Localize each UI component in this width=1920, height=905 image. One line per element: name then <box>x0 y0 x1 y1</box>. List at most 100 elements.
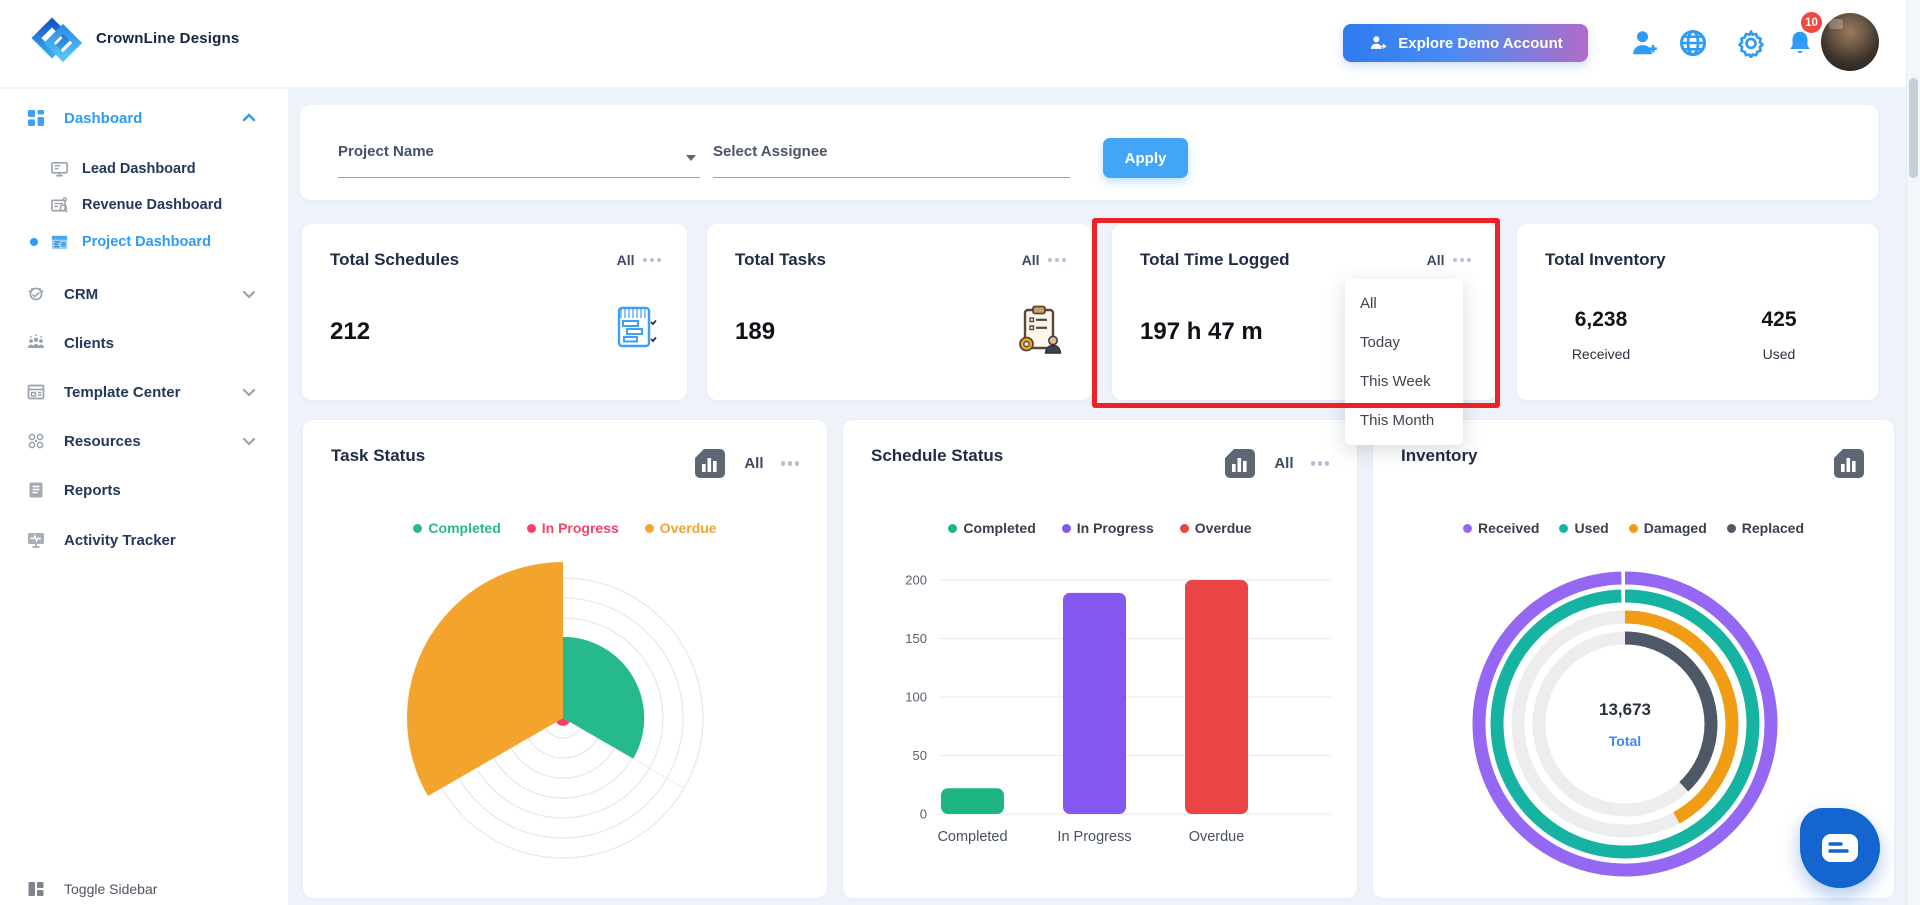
svg-text:Completed: Completed <box>937 829 1007 845</box>
svg-text:50: 50 <box>913 748 927 763</box>
toggle-sidebar-label: Toggle Sidebar <box>64 881 157 897</box>
sidebar-item-label: Resources <box>64 433 141 450</box>
legend-label[interactable]: In Progress <box>1077 520 1154 536</box>
sidebar-item-label: Dashboard <box>64 110 142 127</box>
schedule-status-bar-chart: 050100150200CompletedIn ProgressOverdue <box>843 538 1357 878</box>
legend-dot <box>413 524 422 533</box>
received-value: 6,238 <box>1541 308 1661 332</box>
explore-demo-account-button[interactable]: Explore Demo Account <box>1343 24 1588 62</box>
filter-value[interactable]: All <box>1274 455 1293 472</box>
sidebar-item-project-dashboard[interactable]: Project Dashboard <box>0 224 288 260</box>
time-logged-filter-menu[interactable]: All <box>1427 252 1471 268</box>
card-title: Total Inventory <box>1545 250 1666 270</box>
svg-text:200: 200 <box>905 573 927 588</box>
legend-label[interactable]: Completed <box>428 520 500 536</box>
sidebar-item-activity-tracker[interactable]: Activity Tracker <box>0 522 288 558</box>
demo-user-icon <box>1368 33 1388 53</box>
globe-icon[interactable] <box>1678 28 1708 58</box>
active-bullet <box>30 238 38 246</box>
dropdown-option-all[interactable]: All <box>1345 284 1463 323</box>
svg-text:100: 100 <box>905 690 927 705</box>
app-root: CrownLine Designs Explore Demo Account <box>0 0 1920 905</box>
sidebar-item-label: Template Center <box>64 384 180 401</box>
more-options-icon <box>1453 258 1472 263</box>
reports-document-icon <box>26 480 46 500</box>
toggle-sidebar-icon <box>26 879 46 899</box>
filter-value[interactable]: All <box>744 455 763 472</box>
inventory-total-label: Total <box>1525 733 1725 749</box>
total-tasks-card: Total Tasks All 189 <box>707 224 1092 400</box>
schedules-value: 212 <box>330 318 370 346</box>
legend-dot <box>645 524 654 533</box>
dropdown-option-this-month[interactable]: This Month <box>1345 401 1463 440</box>
legend-label[interactable]: Overdue <box>660 520 717 536</box>
legend-label[interactable]: Completed <box>963 520 1035 536</box>
brand-name: CrownLine Designs <box>96 30 239 47</box>
task-status-polar-chart <box>303 538 827 894</box>
schedule-status-card: Schedule Status All Completed In Progres… <box>843 420 1357 898</box>
filter-value: All <box>1022 252 1040 268</box>
field-underline <box>713 177 1070 178</box>
sidebar-item-reports[interactable]: Reports <box>0 472 288 508</box>
sidebar-item-dashboard[interactable]: Dashboard <box>0 100 288 136</box>
chat-launcher-button[interactable] <box>1800 808 1880 888</box>
inventory-total: 13,673 Total <box>1525 700 1725 749</box>
field-underline <box>338 177 700 178</box>
tasks-value: 189 <box>735 318 775 346</box>
toggle-sidebar-button[interactable]: Toggle Sidebar <box>0 871 288 905</box>
legend-label[interactable]: In Progress <box>542 520 619 536</box>
inventory-received-metric: 6,238 Received <box>1541 308 1661 362</box>
tasks-clipboard-icon <box>1016 304 1064 354</box>
user-avatar[interactable] <box>1821 13 1879 71</box>
activity-tracker-icon <box>26 530 46 550</box>
legend-dot <box>1180 524 1189 533</box>
sidebar-item-template-center[interactable]: Template Center <box>0 374 288 410</box>
sidebar-item-resources[interactable]: Resources <box>0 423 288 459</box>
svg-text:0: 0 <box>920 807 927 822</box>
main-content: Project Name Select Assignee Apply Total… <box>288 88 1906 905</box>
select-assignee-input[interactable]: Select Assignee <box>713 143 1070 161</box>
tasks-filter-menu[interactable]: All <box>1022 252 1066 268</box>
scrollbar-thumb[interactable] <box>1909 78 1918 178</box>
total-schedules-card: Total Schedules All 212 <box>302 224 687 400</box>
svg-text:Overdue: Overdue <box>1189 829 1245 845</box>
svg-text:150: 150 <box>905 631 927 646</box>
sidebar-item-label: Project Dashboard <box>82 234 211 250</box>
sidebar-item-clients[interactable]: Clients <box>0 325 288 361</box>
topbar: CrownLine Designs Explore Demo Account <box>0 0 1920 88</box>
clients-people-icon <box>26 333 46 353</box>
add-user-icon[interactable] <box>1630 28 1660 58</box>
dropdown-option-today[interactable]: Today <box>1345 323 1463 362</box>
apply-button[interactable]: Apply <box>1103 138 1188 178</box>
time-logged-value: 197 h 47 m <box>1140 318 1263 346</box>
card-title: Total Schedules <box>330 250 459 270</box>
schedule-status-legend: Completed In Progress Overdue <box>843 520 1357 536</box>
sidebar-item-crm[interactable]: CRM <box>0 276 288 312</box>
chevron-down-icon <box>242 287 256 301</box>
chart-title: Schedule Status <box>871 446 1003 466</box>
more-options-icon <box>1048 258 1067 263</box>
sidebar-item-label: Revenue Dashboard <box>82 197 222 213</box>
task-status-legend: Completed In Progress Overdue <box>303 520 827 536</box>
dropdown-option-this-week[interactable]: This Week <box>1345 362 1463 401</box>
sidebar-item-label: Activity Tracker <box>64 532 176 549</box>
legend-label[interactable]: Overdue <box>1195 520 1252 536</box>
project-name-select[interactable]: Project Name <box>338 143 700 161</box>
schedules-filter-menu[interactable]: All <box>617 252 661 268</box>
sidebar-item-label: Clients <box>64 335 114 352</box>
more-options-icon[interactable] <box>1311 461 1330 466</box>
used-value: 425 <box>1719 308 1839 332</box>
received-label: Received <box>1541 346 1661 362</box>
settings-gear-icon[interactable] <box>1736 28 1766 58</box>
chart-type-icon[interactable] <box>692 446 727 481</box>
chart-type-icon[interactable] <box>1222 446 1257 481</box>
page-scrollbar[interactable] <box>1906 0 1920 905</box>
sidebar: Dashboard Lead Dashboard Revenue Dashboa… <box>0 88 288 905</box>
crm-handshake-icon <box>26 284 46 304</box>
sidebar-item-revenue-dashboard[interactable]: Revenue Dashboard <box>0 187 288 223</box>
sidebar-item-lead-dashboard[interactable]: Lead Dashboard <box>0 151 288 187</box>
used-label: Used <box>1719 346 1839 362</box>
template-center-icon <box>26 382 46 402</box>
chart-title: Task Status <box>331 446 425 466</box>
more-options-icon[interactable] <box>781 461 800 466</box>
